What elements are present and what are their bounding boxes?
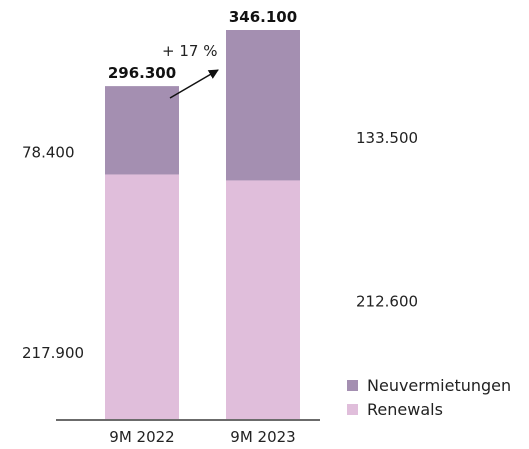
legend-swatch-neuvermietungen xyxy=(347,380,358,391)
legend-swatch-renewals xyxy=(347,404,358,415)
total-label-1: 296.300 xyxy=(108,64,176,82)
bar-renewals-1 xyxy=(105,174,179,420)
bar-renewals-2 xyxy=(226,180,300,420)
legend-label-renewals: Renewals xyxy=(367,400,443,419)
x-tick-label-1: 9M 2022 xyxy=(109,428,174,446)
bars-group: 217.900 78.400 296.300 9M 2022 212.600 133.50… xyxy=(22,8,418,446)
growth-arrow xyxy=(169,69,219,99)
value-label-neuvermietungen-2: 133.500 xyxy=(356,129,418,147)
growth-annotation: + 17 % xyxy=(162,42,217,60)
value-label-neuvermietungen-1: 78.400 xyxy=(22,143,75,161)
bar-neuvermietungen-2 xyxy=(226,30,300,181)
value-label-renewals-1: 217.900 xyxy=(22,344,84,362)
x-tick-label-2: 9M 2023 xyxy=(230,428,295,446)
legend-label-neuvermietungen: Neuvermietungen xyxy=(367,376,511,395)
bar-neuvermietungen-1 xyxy=(105,86,179,175)
total-label-2: 346.100 xyxy=(229,8,297,26)
legend: Neuvermietungen Renewals xyxy=(347,376,511,419)
value-label-renewals-2: 212.600 xyxy=(356,292,418,310)
